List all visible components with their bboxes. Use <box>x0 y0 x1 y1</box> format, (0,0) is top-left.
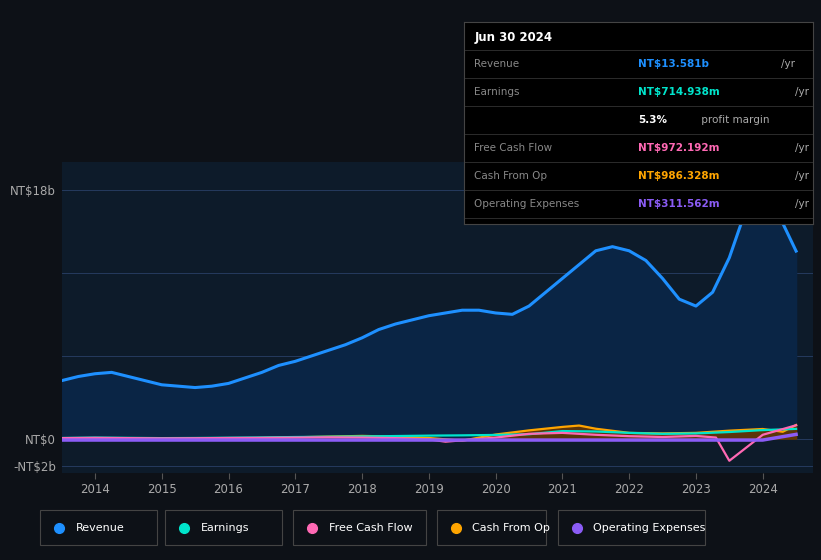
Text: 5.3%: 5.3% <box>639 115 667 125</box>
Text: Earnings: Earnings <box>475 87 520 97</box>
Text: NT$972.192m: NT$972.192m <box>639 143 720 153</box>
Text: NT$311.562m: NT$311.562m <box>639 199 720 209</box>
Text: /yr: /yr <box>796 143 810 153</box>
Text: /yr: /yr <box>796 87 810 97</box>
Text: /yr: /yr <box>796 171 810 181</box>
Text: /yr: /yr <box>796 199 810 209</box>
Text: Operating Expenses: Operating Expenses <box>594 523 706 533</box>
Text: NT$13.581b: NT$13.581b <box>639 59 709 69</box>
Text: Free Cash Flow: Free Cash Flow <box>475 143 553 153</box>
Text: Revenue: Revenue <box>76 523 125 533</box>
Text: NT$986.328m: NT$986.328m <box>639 171 720 181</box>
Text: Jun 30 2024: Jun 30 2024 <box>475 31 553 44</box>
Text: NT$714.938m: NT$714.938m <box>639 87 720 97</box>
Text: Free Cash Flow: Free Cash Flow <box>329 523 412 533</box>
Text: /yr: /yr <box>782 59 796 69</box>
Text: Revenue: Revenue <box>475 59 520 69</box>
Text: profit margin: profit margin <box>698 115 769 125</box>
Text: Earnings: Earnings <box>200 523 249 533</box>
Text: Operating Expenses: Operating Expenses <box>475 199 580 209</box>
Text: Cash From Op: Cash From Op <box>475 171 548 181</box>
Text: Cash From Op: Cash From Op <box>472 523 550 533</box>
